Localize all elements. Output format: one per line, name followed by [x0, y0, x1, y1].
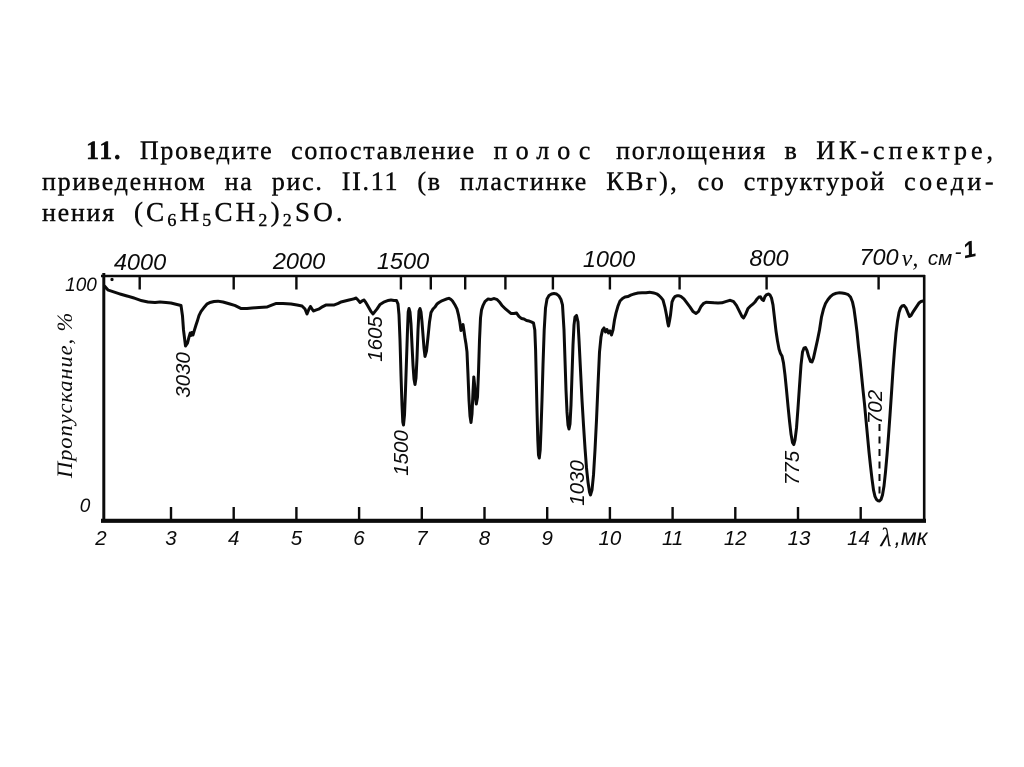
svg-text:702: 702 — [864, 389, 887, 424]
svg-text:1605: 1605 — [364, 316, 387, 362]
svg-text:1: 1 — [960, 235, 978, 263]
svg-text:1030: 1030 — [566, 460, 589, 506]
svg-text:100: 100 — [65, 275, 97, 296]
svg-text:8: 8 — [479, 527, 491, 550]
svg-text:11: 11 — [662, 527, 683, 550]
svg-text:λ: λ — [879, 523, 891, 552]
svg-text:13: 13 — [788, 527, 811, 550]
svg-text:1500: 1500 — [377, 248, 429, 274]
svg-text:1000: 1000 — [583, 246, 635, 272]
svg-text:4: 4 — [228, 527, 239, 550]
svg-text:9: 9 — [541, 527, 552, 550]
svg-text:800: 800 — [749, 245, 788, 271]
svg-text:-: - — [955, 241, 962, 264]
svg-text:6: 6 — [353, 527, 365, 550]
svg-text:14: 14 — [847, 527, 870, 550]
svg-text:12: 12 — [724, 527, 747, 550]
svg-text:,мк: ,мк — [894, 524, 928, 550]
svg-text:5: 5 — [291, 527, 303, 550]
svg-text:775: 775 — [781, 450, 804, 485]
svg-text:4000: 4000 — [114, 249, 166, 275]
svg-text:Пропускание, %: Пропускание, % — [52, 312, 77, 479]
svg-text:ν,: ν, — [902, 246, 919, 272]
svg-text:700: 700 — [859, 244, 898, 270]
svg-text:0: 0 — [80, 496, 91, 517]
svg-text:1500: 1500 — [390, 430, 413, 476]
svg-text:3: 3 — [165, 527, 177, 550]
svg-text:2000: 2000 — [272, 248, 325, 274]
svg-text:см: см — [928, 247, 952, 270]
svg-text:3030: 3030 — [172, 352, 195, 398]
svg-text:7: 7 — [416, 527, 429, 550]
svg-text:2: 2 — [94, 527, 107, 550]
svg-text:10: 10 — [598, 527, 621, 550]
